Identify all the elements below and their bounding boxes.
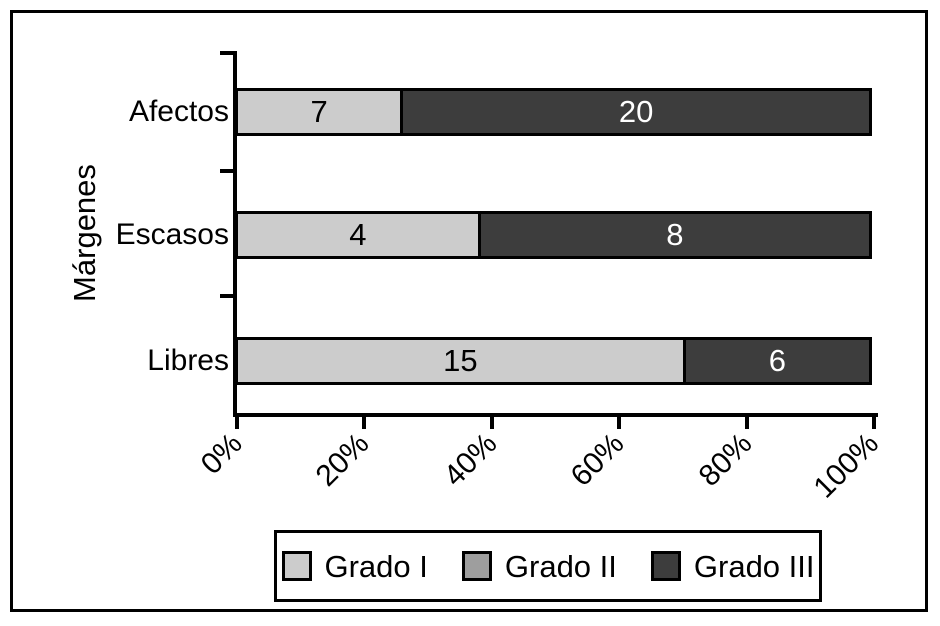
x-axis-tick (617, 415, 622, 429)
x-axis-line (233, 413, 878, 417)
bar-escasos: 4 8 (235, 211, 872, 259)
legend-swatch-grado-i (281, 551, 312, 581)
x-tick-label: 40% (437, 427, 504, 493)
bar-afectos: 7 20 (235, 88, 872, 136)
x-axis-tick (872, 415, 876, 429)
legend-item-grado-iii: Grado III (650, 548, 815, 584)
y-axis-tick (220, 169, 234, 173)
x-tick-label: 100% (807, 427, 886, 505)
x-tick-label: 20% (309, 427, 376, 493)
bar-segment-grado-iii: 6 (682, 340, 869, 382)
legend-item-grado-i: Grado I (281, 548, 428, 584)
x-axis-tick (235, 415, 239, 429)
bar-segment-grado-iii: 20 (400, 91, 869, 133)
segment-value-label: 4 (349, 217, 367, 252)
bar-segment-grado-i: 7 (238, 91, 401, 133)
x-tick-label: 60% (564, 427, 631, 493)
category-label: Escasos (115, 218, 229, 251)
segment-value-label: 6 (768, 343, 787, 378)
segment-value-label: 8 (666, 217, 684, 252)
legend-box: Grado I Grado II Grado III (274, 530, 822, 602)
x-tick-label: 0% (194, 427, 249, 481)
chart-frame: Márgenes Afectos Escasos Libres 7 20 4 (10, 10, 928, 612)
segment-value-label: 15 (443, 343, 478, 378)
bar-libres: 15 6 (235, 337, 872, 385)
segment-value-label: 7 (310, 94, 328, 129)
category-label: Libres (147, 344, 229, 377)
segment-value-label: 20 (618, 94, 654, 129)
y-axis-tick (220, 294, 234, 298)
legend-label: Grado III (693, 548, 815, 584)
y-axis-tick (220, 51, 234, 55)
x-axis-tick (362, 415, 367, 429)
x-axis-tick (744, 415, 749, 429)
bar-segment-grado-i: 4 (238, 214, 478, 256)
x-axis-tick (489, 415, 494, 429)
category-label: Afectos (128, 95, 229, 128)
x-tick-label: 80% (692, 427, 758, 493)
legend-item-grado-ii: Grado II (461, 548, 617, 584)
legend-label: Grado I (324, 548, 428, 584)
legend-swatch-grado-ii (461, 551, 492, 581)
bar-segment-grado-iii: 8 (477, 214, 869, 256)
bar-segment-grado-i: 15 (238, 340, 683, 382)
legend-label: Grado II (504, 548, 617, 584)
legend-swatch-grado-iii (650, 551, 681, 581)
